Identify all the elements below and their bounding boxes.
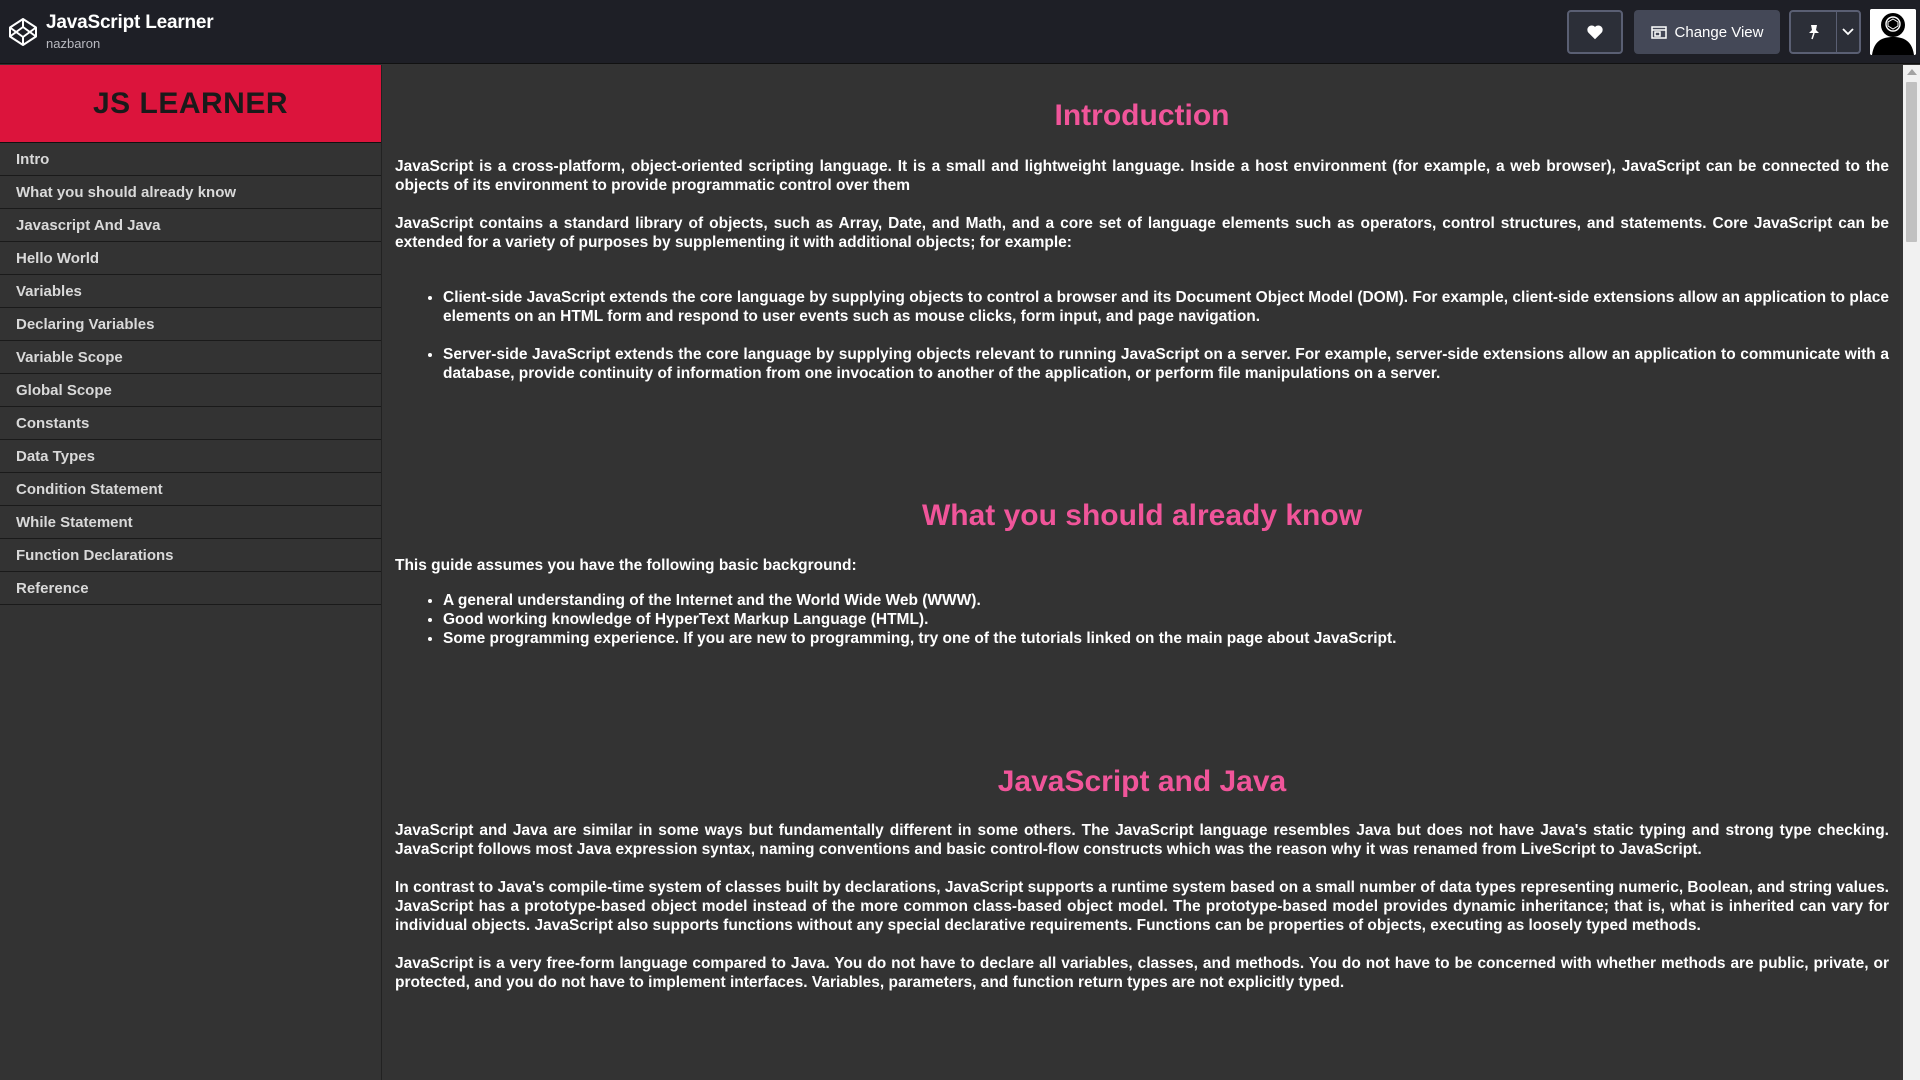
list-item: Good working knowledge of HyperText Mark… bbox=[443, 610, 1889, 629]
section-title: JavaScript and Java bbox=[997, 765, 1287, 798]
nav-item-while-statement[interactable]: While Statement bbox=[0, 506, 381, 539]
sidebar-nav: JS LEARNER Intro What you should already… bbox=[0, 65, 382, 1080]
pin-button-group[interactable] bbox=[1789, 10, 1861, 54]
pin-icon bbox=[1808, 25, 1819, 40]
nav-item-intro[interactable]: Intro bbox=[0, 143, 381, 176]
section-title: What you should already know bbox=[921, 499, 1363, 532]
bullet-list: Client-side JavaScript extends the core … bbox=[395, 288, 1889, 383]
nav-item-function-declarations[interactable]: Function Declarations bbox=[0, 539, 381, 572]
list-item: Client-side JavaScript extends the core … bbox=[443, 288, 1889, 326]
nav-list: Intro What you should already know Javas… bbox=[0, 143, 381, 605]
logo-banner: JS LEARNER bbox=[0, 65, 381, 143]
pin-options-button[interactable] bbox=[1837, 12, 1859, 52]
nav-item-variable-scope[interactable]: Variable Scope bbox=[0, 341, 381, 374]
chevron-down-icon bbox=[1842, 28, 1854, 36]
paragraph: In contrast to Java's compile-time syste… bbox=[395, 879, 1889, 934]
nav-item-javascript-and-java[interactable]: Javascript And Java bbox=[0, 209, 381, 242]
paragraph: JavaScript is a cross-platform, object-o… bbox=[395, 158, 1889, 194]
list-item: Some programming experience. If you are … bbox=[443, 629, 1889, 648]
nav-item-global-scope[interactable]: Global Scope bbox=[0, 374, 381, 407]
scrollbar-thumb[interactable] bbox=[1906, 82, 1917, 242]
list-item: A general understanding of the Internet … bbox=[443, 591, 1889, 610]
username[interactable]: nazbaron bbox=[46, 36, 101, 51]
paragraph: This guide assumes you have the followin… bbox=[395, 557, 857, 574]
nav-item-hello-world[interactable]: Hello World bbox=[0, 242, 381, 275]
section-title: Introduction bbox=[1054, 99, 1230, 132]
section-javascript-and-java: JavaScript and Java JavaScript and Java … bbox=[395, 765, 1889, 992]
codepen-logo-icon[interactable] bbox=[8, 17, 38, 47]
scroll-up-arrow[interactable] bbox=[1907, 69, 1917, 75]
nav-item-declaring-variables[interactable]: Declaring Variables bbox=[0, 308, 381, 341]
paragraph: JavaScript is a very free-form language … bbox=[395, 955, 1889, 991]
top-bar: JavaScript Learner nazbaron Change View bbox=[0, 0, 1920, 64]
nav-item-constants[interactable]: Constants bbox=[0, 407, 381, 440]
paragraph: JavaScript and Java are similar in some … bbox=[395, 822, 1889, 858]
vertical-scrollbar[interactable] bbox=[1903, 65, 1920, 1080]
change-view-label: Change View bbox=[1674, 23, 1764, 41]
nav-item-condition-statement[interactable]: Condition Statement bbox=[0, 473, 381, 506]
heart-icon bbox=[1587, 25, 1603, 40]
nav-item-what-you-should-know[interactable]: What you should already know bbox=[0, 176, 381, 209]
list-item: Server-side JavaScript extends the core … bbox=[443, 345, 1889, 383]
nav-item-variables[interactable]: Variables bbox=[0, 275, 381, 308]
pin-button[interactable] bbox=[1791, 12, 1837, 52]
layout-icon bbox=[1650, 26, 1667, 39]
logo-text: JS LEARNER bbox=[92, 86, 289, 120]
app-title: JavaScript Learner bbox=[46, 12, 214, 33]
nav-item-reference[interactable]: Reference bbox=[0, 572, 381, 605]
love-button[interactable] bbox=[1567, 10, 1623, 54]
nav-item-data-types[interactable]: Data Types bbox=[0, 440, 381, 473]
section-what-you-should-know: What you should already know This guide … bbox=[395, 499, 1889, 648]
main-content: Introduction JavaScript is a cross-platf… bbox=[383, 65, 1903, 1080]
brand[interactable]: JavaScript Learner nazbaron bbox=[8, 12, 214, 51]
user-avatar[interactable] bbox=[1870, 9, 1916, 55]
section-introduction: Introduction JavaScript is a cross-platf… bbox=[395, 99, 1889, 383]
change-view-button[interactable]: Change View bbox=[1634, 10, 1780, 54]
bullet-list: A general understanding of the Internet … bbox=[395, 591, 1889, 648]
paragraph: JavaScript contains a standard library o… bbox=[395, 215, 1889, 251]
